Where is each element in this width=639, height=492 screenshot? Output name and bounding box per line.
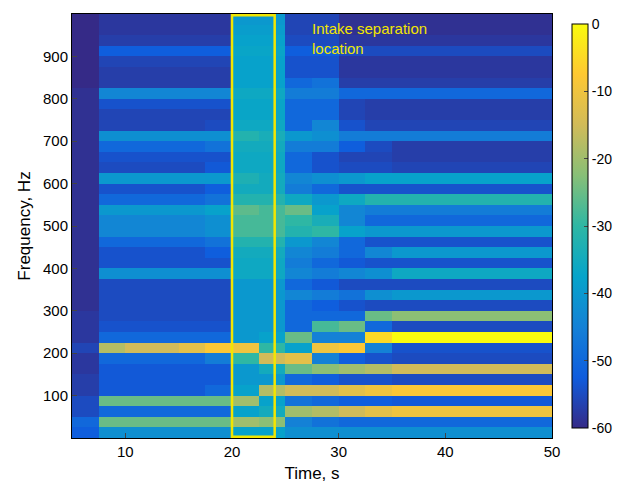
svg-text:-10: -10 [592, 83, 612, 99]
svg-text:-40: -40 [592, 285, 612, 301]
svg-text:600: 600 [43, 175, 68, 192]
svg-text:Time, s: Time, s [284, 464, 339, 483]
svg-text:-60: -60 [592, 420, 612, 436]
svg-text:900: 900 [43, 48, 68, 65]
svg-text:Frequency, Hz: Frequency, Hz [15, 171, 34, 280]
svg-text:700: 700 [43, 132, 68, 149]
svg-text:100: 100 [43, 387, 68, 404]
svg-text:-50: -50 [592, 353, 612, 369]
svg-text:10: 10 [117, 443, 134, 460]
svg-text:0: 0 [592, 16, 600, 32]
svg-text:-20: -20 [592, 151, 612, 167]
svg-text:400: 400 [43, 260, 68, 277]
svg-text:20: 20 [224, 443, 241, 460]
svg-text:50: 50 [544, 443, 561, 460]
svg-text:800: 800 [43, 90, 68, 107]
svg-text:-30: -30 [592, 218, 612, 234]
svg-text:300: 300 [43, 302, 68, 319]
svg-text:200: 200 [43, 344, 68, 361]
svg-text:40: 40 [437, 443, 454, 460]
svg-text:30: 30 [330, 443, 347, 460]
svg-text:Intake separationlocation: Intake separationlocation [312, 20, 427, 57]
svg-text:500: 500 [43, 217, 68, 234]
